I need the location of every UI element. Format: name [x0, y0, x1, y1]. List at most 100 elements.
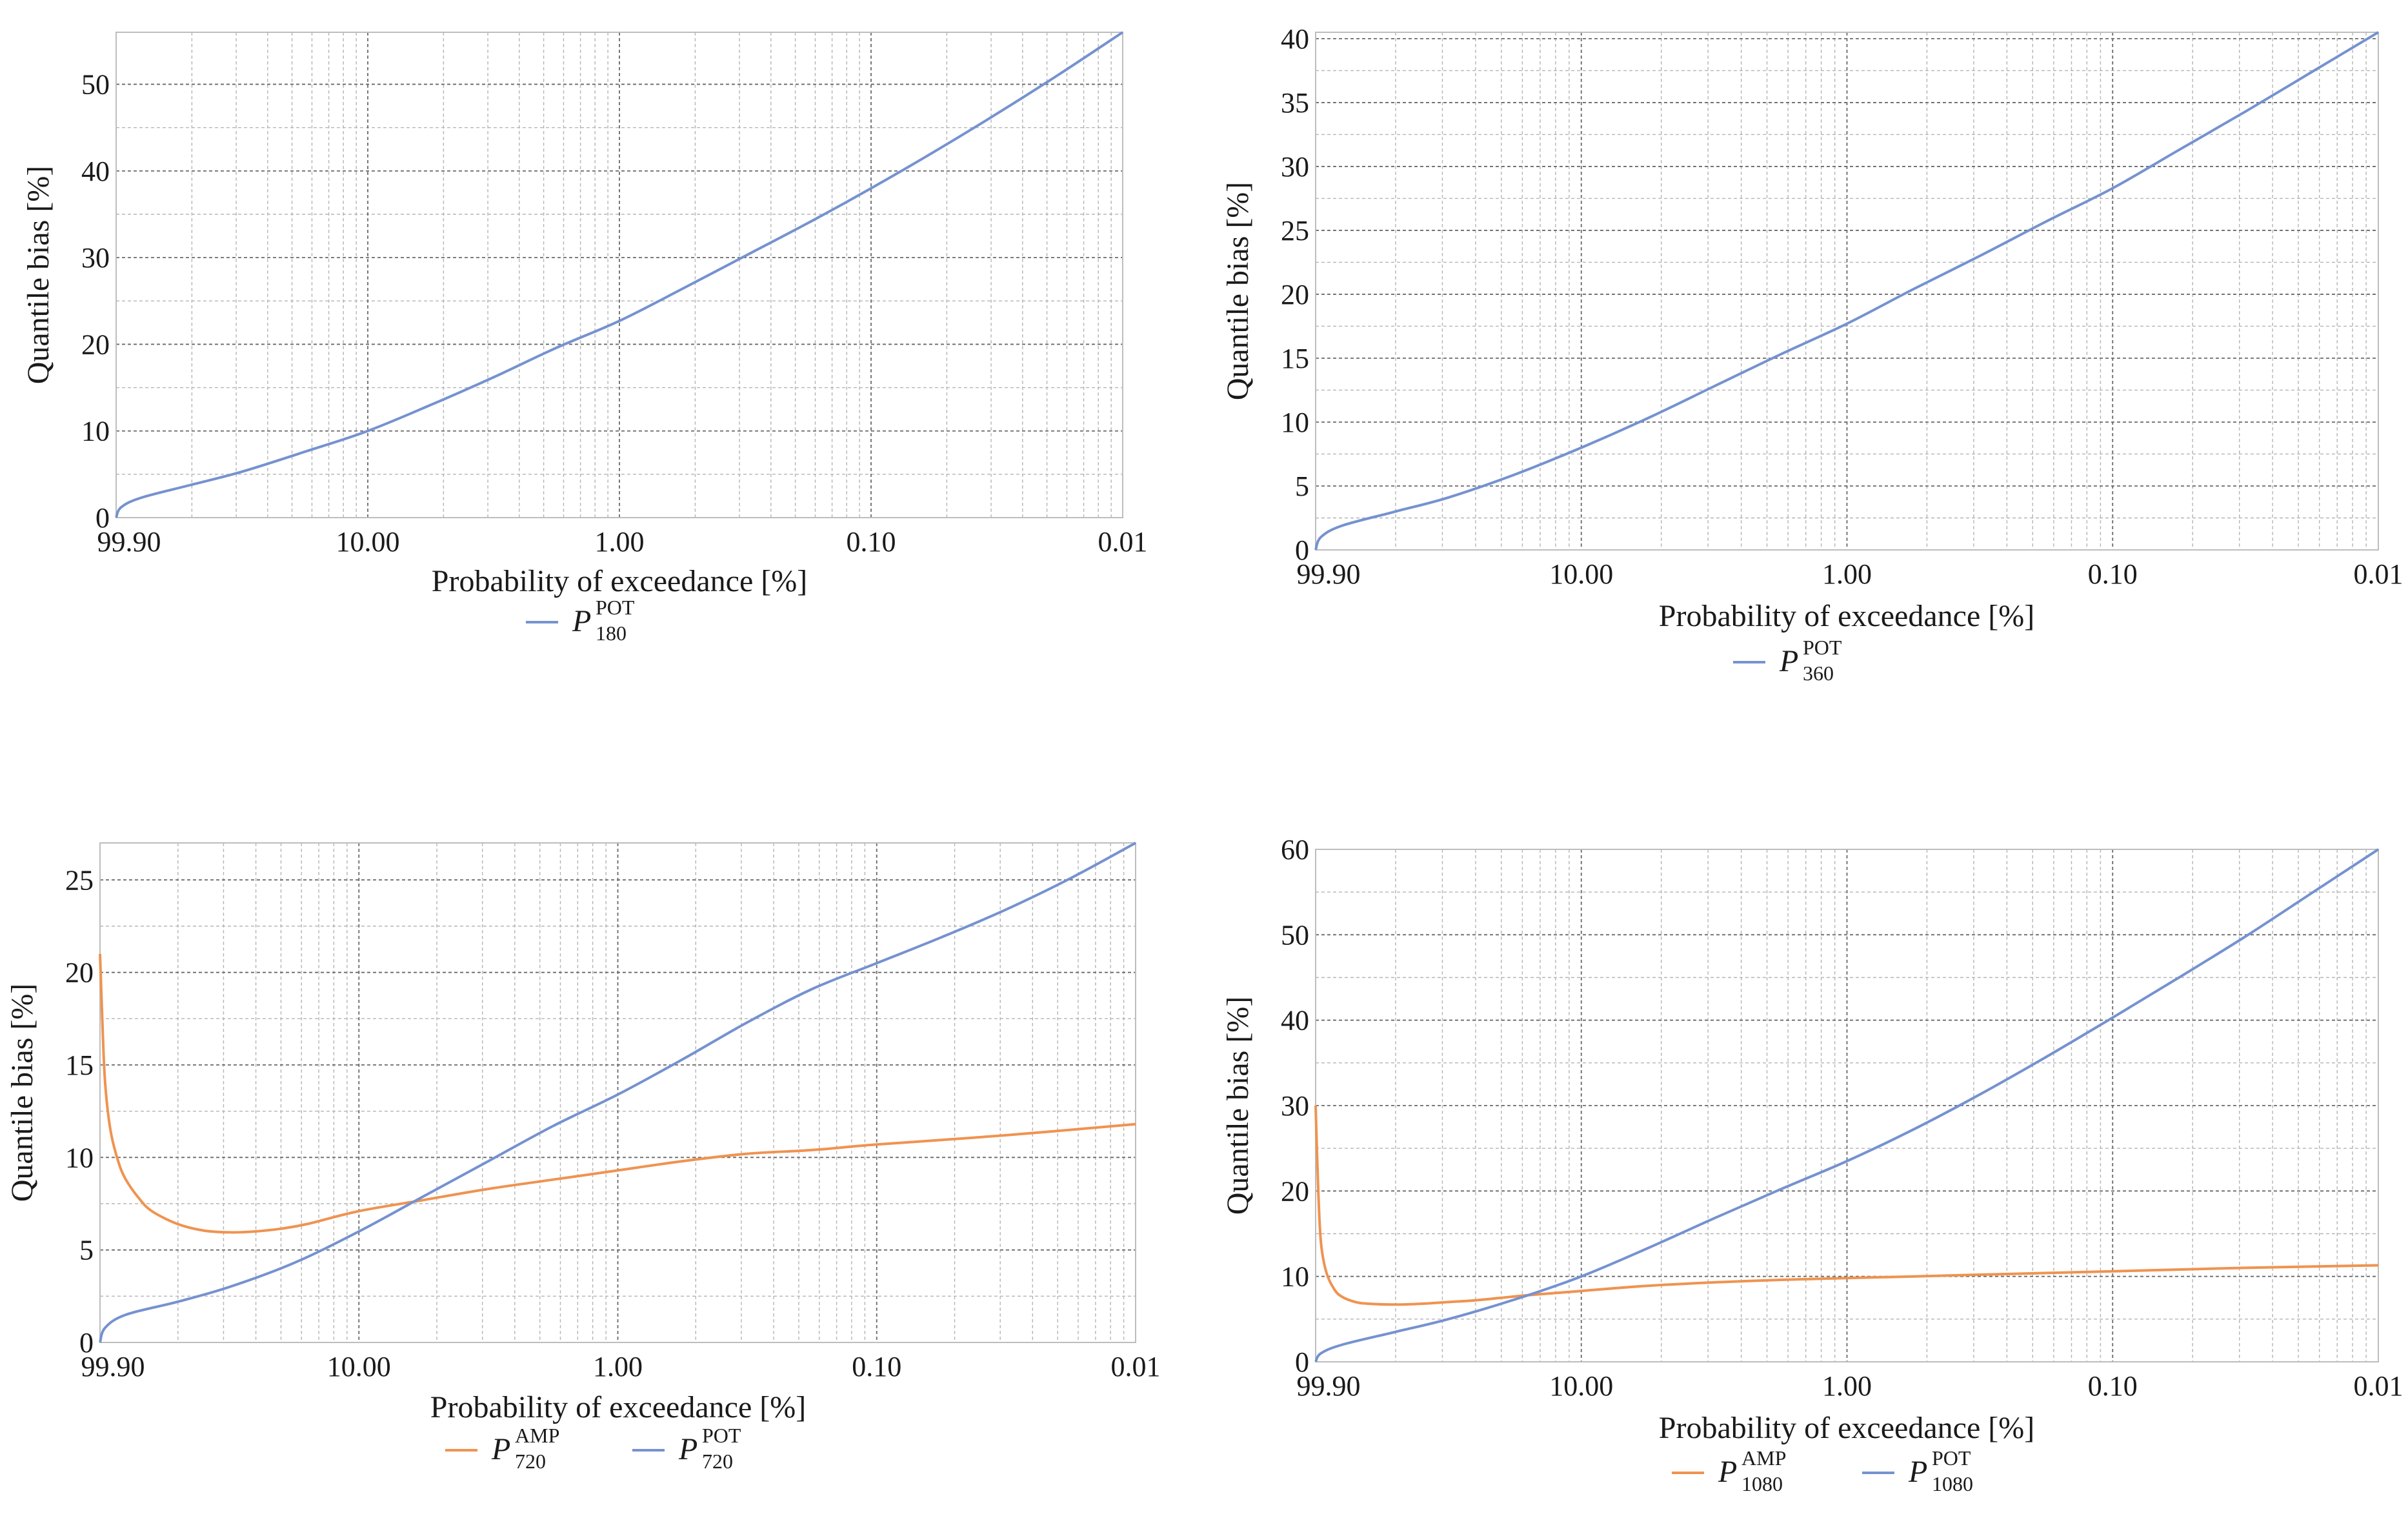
series-line-pot-360	[1314, 31, 2380, 551]
legend-item: P POT 360	[1733, 636, 1842, 685]
legend: P POT 360	[1733, 636, 1842, 685]
x-tick-label: 0.01	[2354, 558, 2403, 590]
y-tick-label: 40	[81, 156, 110, 187]
y-tick-label: 20	[1281, 1175, 1309, 1207]
y-tick-label: 50	[81, 69, 110, 101]
major-gridlines	[116, 32, 1123, 518]
legend-label-sub: 360	[1803, 662, 1834, 685]
legend-label-sup: AMP	[1741, 1446, 1786, 1470]
y-tick-label: 30	[1281, 151, 1309, 183]
y-tick-label: 30	[1281, 1090, 1309, 1122]
x-tick-label: 10.00	[1549, 1370, 1613, 1402]
legend-label-sub: 180	[596, 622, 627, 645]
x-tick-label: 99.90	[1297, 558, 1361, 590]
major-gridlines	[1316, 849, 2378, 1362]
legend-label-sub: 720	[515, 1450, 546, 1473]
legend-item: P AMP 720	[445, 1424, 559, 1473]
chart-p1080: 99.90 10.00 1.00 0.10 0.01 0 10 20 30 40 50 60 Proba…	[1221, 834, 2403, 1495]
legend-label-base: P	[1779, 644, 1798, 678]
legend-label-sub: 1080	[1932, 1472, 1973, 1495]
y-tick-labels: 0 5 10 15 20 25 30 35 40	[1281, 23, 1309, 566]
legend-label-sup: POT	[1803, 636, 1842, 659]
x-tick-label: 0.10	[847, 526, 896, 558]
x-tick-label: 0.10	[2088, 558, 2138, 590]
y-tick-label: 20	[65, 957, 94, 989]
x-tick-labels: 99.90 10.00 1.00 0.10 0.01	[97, 526, 1148, 558]
chart-p360: 99.90 10.00 1.00 0.10 0.01 0 5 10 15 20 25 30 35 40 Pr…	[1221, 23, 2403, 685]
x-tick-label: 99.90	[97, 526, 161, 558]
y-tick-label: 20	[81, 329, 110, 360]
x-tick-label: 1.00	[593, 1351, 643, 1382]
x-tick-label: 0.01	[1098, 526, 1148, 558]
y-tick-label: 0	[79, 1327, 94, 1359]
y-tick-label: 60	[1281, 834, 1309, 865]
series-line-amp-720	[99, 953, 1136, 1234]
plot-frame	[115, 32, 1123, 518]
y-tick-label: 0	[1295, 1346, 1309, 1378]
series-line-pot-720	[99, 842, 1136, 1343]
y-tick-label: 0	[95, 502, 110, 534]
series-line-amp-1080	[1314, 1105, 2379, 1306]
x-tick-label: 1.00	[595, 526, 645, 558]
y-axis-label: Quantile bias [%]	[21, 166, 55, 385]
y-axis-label: Quantile bias [%]	[5, 984, 39, 1202]
chart-p180: 99.90 10.00 1.00 0.10 0.01 0 10 20 30 40 50 Probabi…	[21, 31, 1148, 645]
y-tick-label: 5	[1295, 471, 1309, 502]
y-axis-label: Quantile bias [%]	[1221, 182, 1255, 401]
chart-p720: 99.90 10.00 1.00 0.10 0.01 0 5 10 15 20 25 Probabil…	[5, 842, 1161, 1473]
x-tick-labels: 99.90 10.00 1.00 0.10 0.01	[1297, 1370, 2403, 1402]
legend-label-base: P	[572, 604, 591, 638]
y-tick-labels: 0 10 20 30 40 50	[81, 69, 110, 534]
legend-item: P POT 720	[632, 1424, 741, 1473]
y-tick-label: 10	[1281, 407, 1309, 438]
x-tick-label: 0.01	[1111, 1351, 1161, 1382]
x-tick-labels: 99.90 10.00 1.00 0.10 0.01	[1297, 558, 2403, 590]
legend-label-sup: AMP	[515, 1424, 559, 1447]
legend-label-sup: POT	[596, 596, 635, 619]
y-tick-label: 5	[79, 1235, 94, 1266]
major-gridlines	[100, 843, 1136, 1342]
y-tick-label: 30	[81, 242, 110, 274]
y-tick-label: 0	[1295, 534, 1309, 566]
legend: P POT 180	[526, 596, 635, 645]
y-tick-label: 10	[65, 1142, 94, 1173]
legend-label-base: P	[1718, 1455, 1737, 1489]
x-tick-label: 0.10	[852, 1351, 901, 1382]
x-tick-label: 1.00	[1822, 558, 1872, 590]
plot-frame	[1315, 32, 2379, 551]
x-axis-label: Probability of exceedance [%]	[1659, 599, 2034, 633]
series-line-pot-1080	[1314, 848, 2380, 1363]
major-gridlines	[1316, 32, 2378, 550]
series-line-pot-180	[115, 31, 1124, 518]
y-tick-label: 10	[81, 416, 110, 447]
y-tick-labels: 0 5 10 15 20 25	[65, 864, 94, 1359]
legend-label-sub: 720	[702, 1450, 733, 1473]
y-tick-label: 25	[1281, 215, 1309, 247]
y-tick-label: 25	[65, 864, 94, 896]
legend-label-base: P	[1908, 1455, 1927, 1489]
y-tick-label: 15	[65, 1049, 94, 1081]
legend-label-sup: POT	[702, 1424, 741, 1447]
x-tick-label: 10.00	[336, 526, 400, 558]
y-tick-label: 15	[1281, 343, 1309, 374]
plot-frame	[99, 842, 1136, 1343]
y-axis-label: Quantile bias [%]	[1221, 997, 1255, 1215]
y-tick-label: 40	[1281, 1005, 1309, 1037]
x-tick-label: 0.10	[2088, 1370, 2138, 1402]
y-tick-label: 40	[1281, 23, 1309, 55]
x-tick-label: 10.00	[1549, 558, 1613, 590]
legend-label-sup: POT	[1932, 1446, 1971, 1470]
y-tick-label: 20	[1281, 279, 1309, 310]
y-tick-labels: 0 10 20 30 40 50 60	[1281, 834, 1309, 1378]
legend-label-base: P	[678, 1432, 697, 1466]
x-axis-label: Probability of exceedance [%]	[432, 564, 807, 598]
x-axis-label: Probability of exceedance [%]	[1659, 1411, 2034, 1445]
x-tick-label: 0.01	[2354, 1370, 2403, 1402]
y-tick-label: 50	[1281, 919, 1309, 951]
legend-label-sub: 1080	[1741, 1472, 1783, 1495]
